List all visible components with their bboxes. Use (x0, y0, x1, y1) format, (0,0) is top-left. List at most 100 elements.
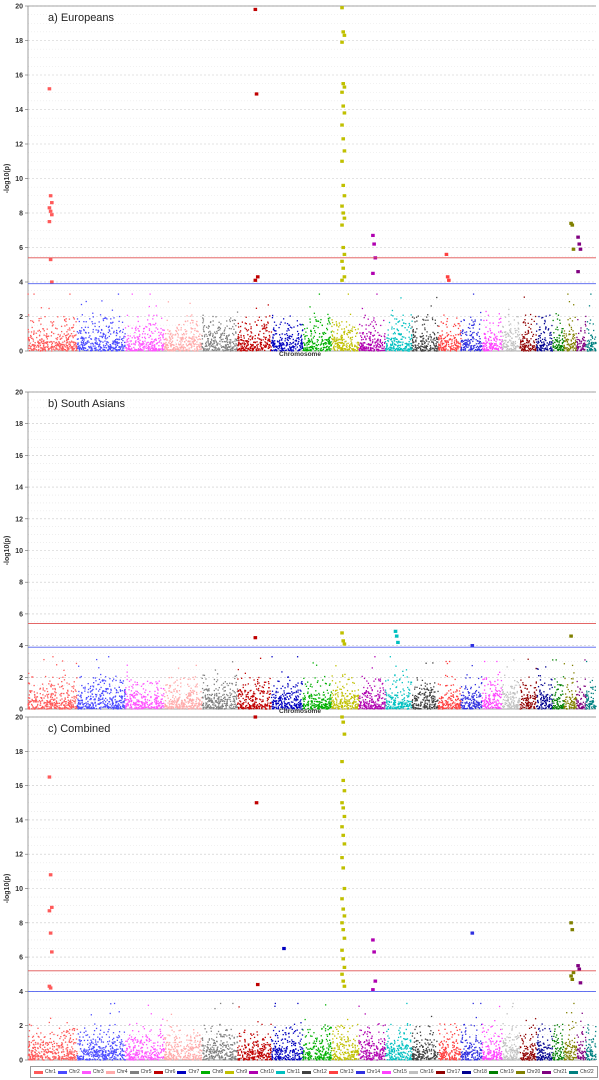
snp-point (304, 336, 306, 338)
snp-point (28, 349, 31, 352)
snp-point (524, 331, 527, 333)
snp-point (288, 349, 290, 351)
snp-point (83, 339, 85, 341)
snp-point (155, 350, 157, 352)
snp-point (543, 342, 545, 345)
snp-point (582, 344, 584, 346)
snp-point (356, 342, 358, 344)
snp-point (80, 708, 82, 710)
snp-point (174, 348, 177, 350)
snp-point (109, 685, 111, 687)
snp-point (575, 346, 577, 348)
snp-point (551, 350, 553, 352)
snp-point (115, 346, 117, 349)
snp-point (88, 705, 90, 707)
snp-point (557, 348, 560, 351)
snp-point (186, 315, 188, 317)
snp-point (400, 341, 402, 343)
snp-point (538, 315, 540, 318)
snp-point (214, 347, 216, 349)
snp-point (271, 349, 273, 352)
snp-point (253, 346, 256, 348)
snp-point (383, 335, 385, 337)
snp-point (139, 346, 141, 348)
snp-point (483, 347, 486, 349)
snp-point (234, 348, 236, 351)
snp-point (348, 348, 350, 350)
snp-point (433, 338, 435, 340)
hit-point (342, 194, 347, 198)
snp-point (222, 349, 224, 351)
snp-point (558, 342, 560, 344)
snp-point (392, 342, 394, 344)
snp-point (585, 344, 588, 346)
snp-point (395, 338, 397, 341)
snp-point (407, 343, 409, 345)
snp-point (230, 348, 232, 350)
snp-point (493, 339, 496, 341)
snp-point (284, 333, 286, 336)
snp-point (92, 331, 94, 333)
snp-point (405, 346, 407, 349)
snp-point (89, 704, 91, 706)
snp-point (379, 339, 382, 341)
snp-point (50, 685, 52, 687)
snp-point (210, 345, 212, 347)
snp-point (416, 349, 418, 351)
snp-point (294, 346, 296, 348)
snp-point (127, 704, 130, 706)
snp-point (262, 347, 264, 349)
snp-point (47, 335, 49, 338)
snp-point (452, 335, 455, 337)
snp-point (92, 704, 94, 707)
snp-point (311, 341, 314, 344)
snp-point (100, 332, 102, 334)
snp-point (69, 329, 71, 331)
snp-point (367, 348, 370, 350)
snp-point (128, 347, 130, 349)
snp-point (83, 328, 85, 331)
snp-point (61, 337, 63, 339)
snp-point (31, 344, 33, 347)
snp-point (326, 323, 329, 325)
snp-point (34, 701, 37, 703)
snp-point (502, 346, 505, 348)
snp-point (397, 346, 399, 348)
snp-point (167, 350, 169, 352)
snp-point (538, 348, 541, 350)
snp-point (399, 341, 401, 343)
snp-point (272, 337, 274, 339)
snp-point (410, 327, 412, 330)
snp-point (575, 347, 577, 350)
snp-point (489, 328, 491, 330)
snp-point (67, 690, 69, 692)
snp-point (54, 342, 56, 344)
snp-point (240, 334, 242, 337)
hit-point (571, 247, 576, 251)
snp-point (249, 335, 251, 338)
snp-point (568, 330, 571, 332)
snp-point (90, 695, 92, 697)
snp-point (65, 337, 67, 339)
snp-point (109, 698, 111, 700)
snp-point (95, 696, 97, 698)
snp-point (115, 704, 117, 706)
snp-point (284, 349, 287, 352)
snp-point (440, 335, 442, 337)
snp-point (485, 340, 487, 342)
snp-point (343, 328, 346, 330)
snp-point (158, 703, 160, 705)
snp-point (483, 349, 485, 351)
snp-point (94, 341, 96, 344)
snp-point (289, 342, 291, 344)
snp-point (206, 348, 209, 350)
snp-point (384, 341, 386, 344)
snp-point (219, 337, 222, 339)
snp-point (116, 350, 119, 352)
hit-group-chr21 (576, 235, 583, 274)
snp-point (108, 325, 110, 327)
snp-point (280, 339, 283, 341)
snp-point (477, 348, 479, 351)
snp-point (255, 350, 258, 352)
hit-point (342, 149, 347, 153)
